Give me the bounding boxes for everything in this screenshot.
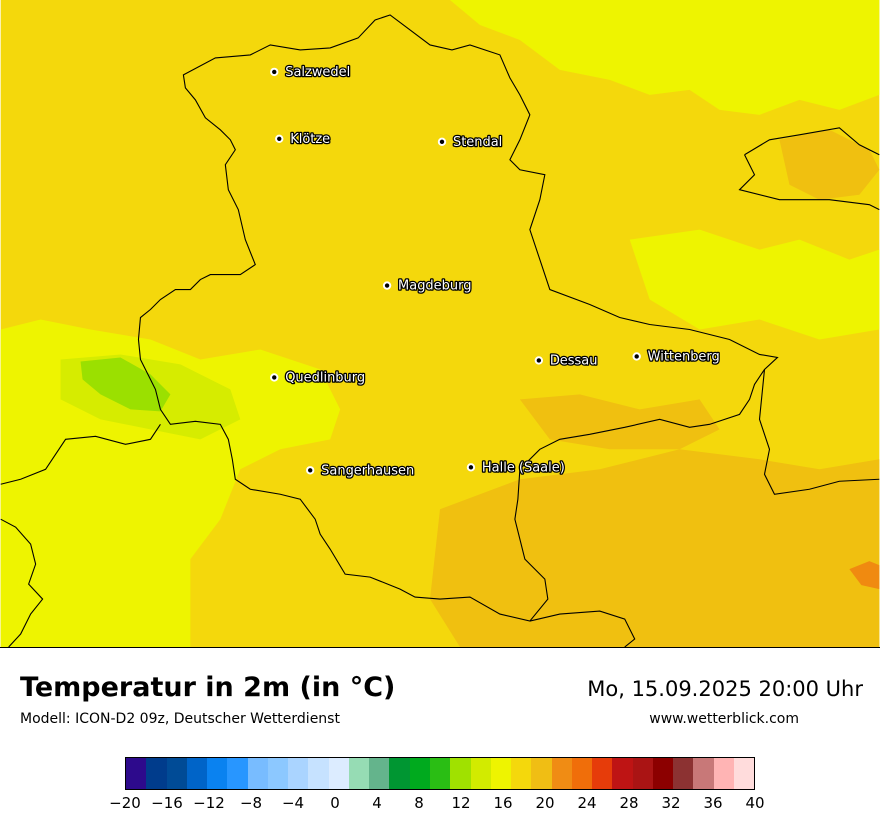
- region-gold-southeast: [430, 449, 880, 647]
- city-dot: [270, 373, 279, 382]
- map-title: Temperatur in 2m (in °C): [20, 672, 396, 703]
- legend-swatch: [592, 758, 613, 789]
- legend-swatch: [247, 758, 268, 789]
- legend-tick-label: −20: [109, 794, 141, 812]
- region-yellow-east: [629, 229, 880, 340]
- legend-swatch: [166, 758, 187, 789]
- region-gold-east: [779, 129, 880, 200]
- legend-swatch: [288, 758, 309, 789]
- legend-swatch: [227, 758, 248, 789]
- legend-swatch: [612, 758, 633, 789]
- temperature-map: Salzwedel Klötze Stendal Magdeburg Dessau Wit…: [0, 0, 880, 648]
- city-label: Halle (Saale): [482, 460, 565, 475]
- city-dot: [306, 466, 315, 475]
- legend-swatch: [186, 758, 208, 789]
- legend-swatch: [551, 758, 572, 789]
- city-sangerhausen: Sangerhausen: [306, 462, 416, 480]
- city-dot: [275, 134, 284, 143]
- borders: [0, 14, 880, 647]
- legend-swatch: [632, 758, 653, 789]
- legend-swatch: [267, 758, 289, 789]
- legend-swatch: [490, 758, 512, 789]
- legend-swatch: [733, 758, 755, 789]
- legend-tick-label: 0: [330, 794, 340, 812]
- temperature-regions: [0, 0, 880, 647]
- legend-swatch: [470, 758, 491, 789]
- city-quedlinburg: Quedlinburg: [270, 369, 366, 387]
- city-label: Magdeburg: [398, 279, 471, 294]
- legend-tick-label: −12: [193, 794, 225, 812]
- city-dessau: Dessau: [534, 352, 599, 370]
- city-dot: [534, 356, 544, 365]
- border-saxony-anhalt: [137, 14, 779, 622]
- legend-tick-label: 36: [703, 794, 723, 812]
- legend-tick-label: −4: [281, 794, 305, 812]
- city-magdeburg: Magdeburg: [382, 277, 473, 295]
- legend-swatch: [328, 758, 349, 789]
- border-east-lower: [738, 154, 880, 211]
- legend-swatch: [511, 758, 532, 789]
- legend-tick-label: 40: [745, 794, 765, 812]
- legend-swatch: [652, 758, 674, 789]
- city-stendal: Stendal: [437, 133, 504, 151]
- legend-swatch: [126, 758, 147, 789]
- legend-tick-label: 24: [577, 794, 597, 812]
- city-kl-tze: Klötze: [275, 130, 331, 148]
- legend-swatch: [450, 758, 471, 789]
- legend-tick-label: 16: [493, 794, 513, 812]
- legend-swatch: [673, 758, 694, 789]
- region-orange-southeast: [849, 561, 880, 590]
- legend-swatch: [409, 758, 430, 789]
- legend-swatch: [348, 758, 370, 789]
- border-southwest: [0, 518, 44, 647]
- legend-swatch: [308, 758, 329, 789]
- city-dot: [466, 463, 476, 472]
- model-subtitle: Modell: ICON-D2 09z, Deutscher Wetterdie…: [20, 711, 340, 727]
- legend-tick-label: −16: [151, 794, 183, 812]
- city-label: Sangerhausen: [321, 463, 414, 478]
- city-label: Quedlinburg: [285, 370, 365, 385]
- region-green-harz: [80, 357, 171, 412]
- border-west: [0, 424, 161, 485]
- city-label: Salzwedel: [285, 65, 350, 80]
- website-link[interactable]: www.wetterblick.com: [649, 711, 799, 727]
- city-dot: [632, 352, 641, 361]
- city-label: Wittenberg: [648, 349, 720, 364]
- city-label: Dessau: [550, 353, 598, 368]
- legend-swatch: [389, 758, 410, 789]
- city-halle-saale: Halle (Saale): [466, 459, 566, 477]
- legend-tick-label: 4: [372, 794, 382, 812]
- city-markers: Salzwedel Klötze Stendal Magdeburg Dessau Wit…: [270, 64, 721, 480]
- legend-tick-label: 8: [414, 794, 424, 812]
- city-dot: [382, 281, 392, 290]
- legend-tick-label: −8: [239, 794, 263, 812]
- border-south: [529, 610, 636, 647]
- city-label: Klötze: [290, 132, 330, 147]
- region-gold-middle: [519, 394, 720, 450]
- legend-swatch: [207, 758, 228, 789]
- legend-swatch: [146, 758, 167, 789]
- legend-swatch: [571, 758, 593, 789]
- city-dot: [437, 137, 447, 146]
- legend-swatch: [369, 758, 390, 789]
- temperature-legend: [125, 757, 755, 790]
- legend-swatch: [429, 758, 451, 789]
- region-yellow-northeast: [449, 0, 880, 115]
- legend-tick-label: 28: [619, 794, 639, 812]
- legend-tick-label: 12: [451, 794, 471, 812]
- forecast-datetime: Mo, 15.09.2025 20:00 Uhr: [587, 677, 863, 701]
- city-wittenberg: Wittenberg: [632, 348, 721, 366]
- city-label: Stendal: [453, 135, 502, 150]
- border-southeast: [758, 369, 880, 495]
- city-dot: [270, 67, 279, 77]
- city-salzwedel: Salzwedel: [270, 64, 352, 81]
- legend-swatch: [713, 758, 734, 789]
- legend-tick-label: 20: [535, 794, 555, 812]
- border-east-top: [744, 127, 880, 156]
- legend-tick-label: 32: [661, 794, 681, 812]
- legend-swatch: [693, 758, 714, 789]
- legend-ticks: −20 −16 −12 −8 −4 0 4 8 12 16 20 24 28 32 36 40: [0, 794, 880, 816]
- legend-swatch: [531, 758, 552, 789]
